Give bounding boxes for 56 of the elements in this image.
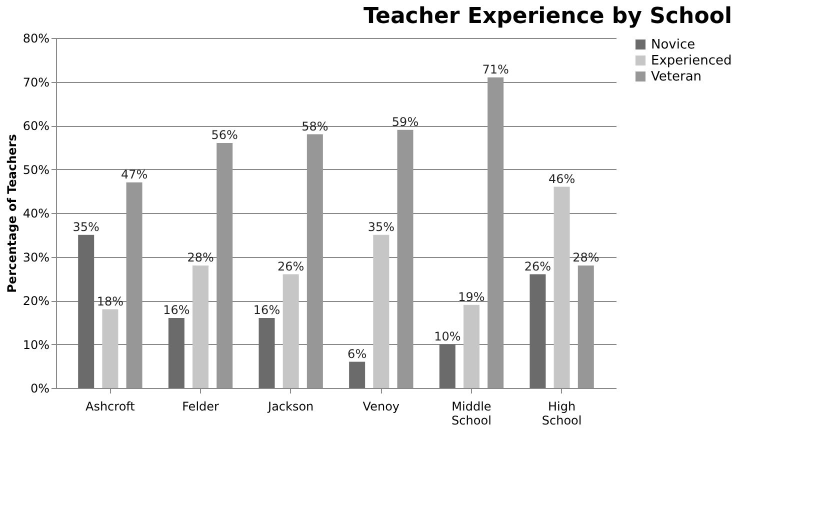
bar [530,274,546,388]
bar [373,234,390,388]
y-tick-label: 10% [22,338,50,352]
bar [192,266,209,388]
x-tick-label: Felder [182,400,220,414]
y-tick-label: 60% [22,119,50,133]
bar [578,266,594,388]
data-label: 59% [392,114,419,129]
y-tick-label: 50% [22,162,50,177]
y-axis-title: Percentage of Teachers [4,134,19,293]
x-tick-label: Jackson [267,400,314,414]
bar [102,309,118,388]
bar [488,77,504,388]
data-label: 46% [548,172,576,186]
x-tick-label: Middle School [452,400,492,428]
legend-label: Novice [651,38,696,52]
data-label: 16% [253,303,280,317]
x-tick-label: High School [542,400,582,428]
y-tick-label: 0% [30,382,50,396]
data-label: 10% [434,329,461,344]
bar [554,186,570,388]
y-tick-label: 70% [22,75,50,90]
bar [168,318,184,388]
x-tick-label: Venoy [362,400,400,414]
x-tick-label: Ashcroft [85,400,136,414]
y-tick-label: 30% [22,250,50,264]
data-label: 19% [458,290,485,304]
data-label: 35% [368,220,394,234]
data-label: 47% [120,167,148,182]
bar [463,304,480,388]
bar [397,130,414,388]
data-label: 56% [211,128,238,142]
legend-label: Veteran [651,70,702,84]
data-label: 26% [278,259,304,274]
bar [216,143,233,388]
y-tick-label: 20% [22,294,50,308]
bar [349,362,366,388]
legend-label: Experienced [651,54,732,68]
data-label: 35% [72,220,100,234]
bar [258,318,275,388]
bar [306,134,323,388]
chart-title: Teacher Experience by School [363,4,732,29]
bar [439,344,456,388]
data-label: 18% [96,294,124,308]
y-tick-label: 80% [22,32,50,46]
data-label: 16% [163,303,190,317]
y-tick-label: 40% [22,206,50,220]
data-label: 6% [348,346,367,361]
bar [78,234,94,388]
data-label: 26% [524,259,552,274]
bar [126,182,142,388]
bar [282,274,299,388]
data-label: 71% [482,62,509,76]
data-label: 58% [302,119,328,134]
data-label: 28% [187,250,214,264]
data-label: 28% [572,250,600,264]
